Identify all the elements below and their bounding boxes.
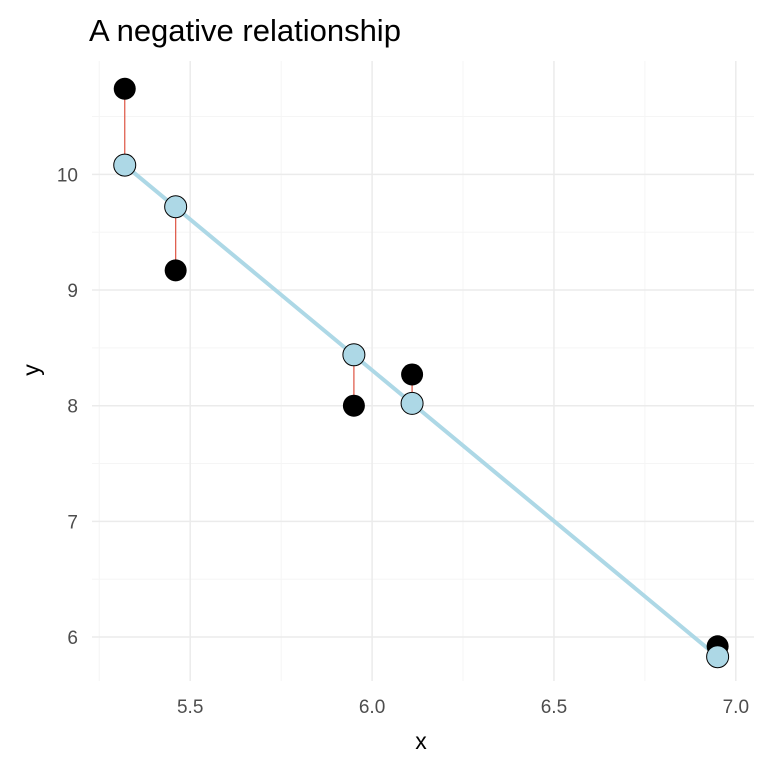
x-tick-label: 5.5 — [177, 697, 203, 718]
fitted-point — [706, 645, 730, 669]
x-tick-label: 6.0 — [359, 697, 385, 718]
y-axis-title: y — [18, 364, 44, 376]
chart-title: A negative relationship — [89, 13, 401, 48]
y-tick-label: 8 — [67, 397, 78, 418]
observed-point — [164, 259, 187, 282]
observed-point — [342, 394, 365, 417]
y-tick-label: 6 — [67, 628, 78, 649]
y-tick-label: 10 — [57, 165, 78, 186]
y-axis-ticks: 6 7 8 9 10 — [57, 165, 78, 649]
fitted-point — [164, 195, 188, 219]
fitted-points-layer — [113, 153, 730, 669]
x-tick-label: 7.0 — [723, 697, 749, 718]
grid — [92, 61, 754, 681]
observed-point — [113, 77, 136, 100]
observed-points-layer — [113, 77, 729, 658]
x-axis-title: x — [415, 728, 427, 754]
observed-point — [401, 363, 424, 386]
x-tick-label: 6.5 — [541, 697, 567, 718]
fitted-point — [342, 343, 366, 367]
fitted-point — [400, 391, 424, 415]
y-tick-label: 9 — [67, 281, 78, 302]
fit-line-layer — [122, 163, 720, 659]
fitted-point — [113, 153, 137, 177]
regression-line — [122, 163, 720, 659]
x-axis-ticks: 5.5 6.0 6.5 7.0 — [177, 697, 749, 718]
y-tick-label: 7 — [67, 512, 78, 533]
